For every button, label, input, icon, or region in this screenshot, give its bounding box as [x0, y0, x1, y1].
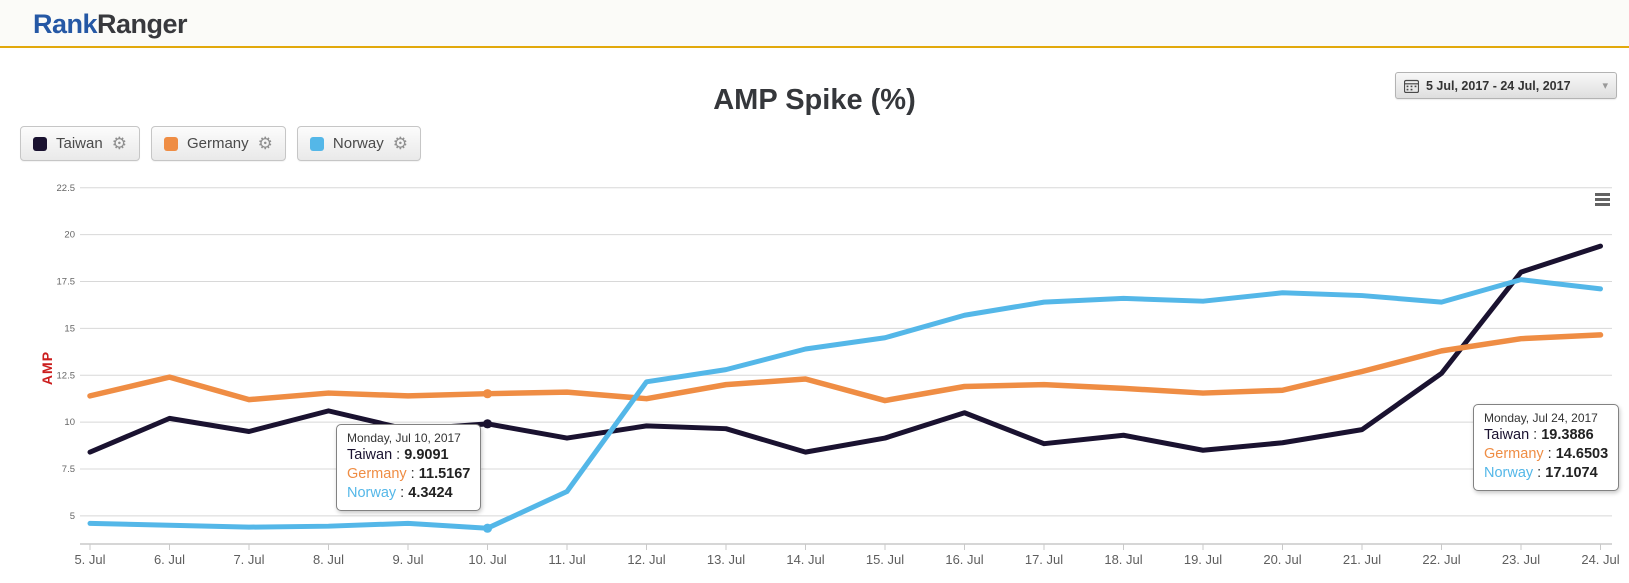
calendar-icon: [1404, 79, 1419, 93]
series-line-germany: [87, 332, 1604, 404]
marker-taiwan: [482, 419, 493, 429]
norway-color-swatch: [309, 136, 324, 151]
x-tick-label: 22. Jul: [1422, 552, 1460, 567]
page-title: AMP Spike (%): [713, 84, 916, 116]
y-tick-label: 17.5: [57, 277, 76, 288]
x-tick-label: 24. Jul: [1581, 552, 1619, 567]
y-tick-label: 10: [64, 417, 75, 428]
chevron-down-icon: ▾: [1602, 80, 1608, 92]
y-tick-label: 15: [64, 323, 75, 334]
series-line-taiwan: [87, 243, 1603, 455]
gear-icon[interactable]: ⚙: [111, 134, 127, 153]
x-tick-label: 6. Jul: [154, 552, 185, 567]
x-tick-label: 17. Jul: [1025, 552, 1063, 567]
x-tick-label: 18. Jul: [1104, 552, 1142, 567]
x-tick-label: 13. Jul: [707, 552, 745, 567]
series-line-norway: [87, 277, 1603, 531]
gear-icon[interactable]: ⚙: [392, 134, 408, 153]
legend-label: Taiwan: [56, 135, 103, 152]
legend-item-germany[interactable]: Germany ⚙: [150, 126, 286, 161]
y-tick-label: 7.5: [62, 464, 75, 475]
legend-label: Germany: [186, 135, 249, 152]
y-tick-label: 20: [64, 230, 75, 241]
gear-icon[interactable]: ⚙: [257, 134, 273, 153]
chart-legend: Taiwan ⚙ Germany ⚙ Norway ⚙: [20, 126, 421, 161]
x-tick-label: 9. Jul: [392, 552, 423, 567]
y-tick-label: 22.5: [57, 183, 76, 194]
germany-color-swatch: [163, 136, 178, 151]
y-tick-label: 12.5: [57, 370, 76, 381]
tooltip-date: Monday, Jul 10, 2017: [347, 431, 461, 445]
legend-item-taiwan[interactable]: Taiwan ⚙: [20, 126, 140, 161]
x-tick-label: 20. Jul: [1263, 552, 1301, 567]
x-tick-label: 8. Jul: [313, 552, 344, 567]
legend-label: Norway: [332, 135, 384, 152]
tooltip-jul10: Monday, Jul 10, 2017 Taiwan : 9.9091 Ger…: [336, 424, 482, 511]
x-tick-label: 21. Jul: [1343, 552, 1381, 567]
x-tick-label: 7. Jul: [233, 552, 264, 567]
marker-germany: [482, 389, 493, 399]
date-range-value: 5 Jul, 2017 - 24 Jul, 2017: [1426, 78, 1571, 93]
logo-primary: Rank: [33, 9, 98, 39]
x-tick-label: 10. Jul: [468, 552, 506, 567]
x-tick-label: 15. Jul: [866, 552, 904, 567]
x-tick-label: 19. Jul: [1184, 552, 1222, 567]
x-tick-label: 23. Jul: [1502, 552, 1540, 567]
taiwan-color-swatch: [33, 136, 47, 151]
y-axis-title: AMP: [39, 351, 55, 385]
legend-item-norway[interactable]: Norway ⚙: [296, 126, 421, 161]
marker-norway: [482, 523, 493, 533]
x-tick-label: 14. Jul: [786, 552, 824, 567]
tooltip-date: Monday, Jul 24, 2017: [1484, 411, 1598, 425]
y-tick-label: 5: [70, 511, 75, 522]
x-tick-label: 11. Jul: [548, 552, 585, 567]
export-menu-icon[interactable]: [1595, 193, 1610, 208]
date-range-picker[interactable]: 5 Jul, 2017 - 24 Jul, 2017 ▾: [1395, 72, 1617, 99]
app-header: RankRanger: [0, 0, 1629, 48]
x-tick-label: 5. Jul: [74, 552, 105, 567]
tooltip-jul24: Monday, Jul 24, 2017 Taiwan : 19.3886 Ge…: [1473, 404, 1620, 491]
x-tick-label: 12. Jul: [627, 552, 665, 567]
logo-secondary: Ranger: [97, 9, 188, 39]
rankranger-logo[interactable]: RankRanger: [33, 9, 188, 40]
x-tick-label: 16. Jul: [945, 552, 983, 567]
